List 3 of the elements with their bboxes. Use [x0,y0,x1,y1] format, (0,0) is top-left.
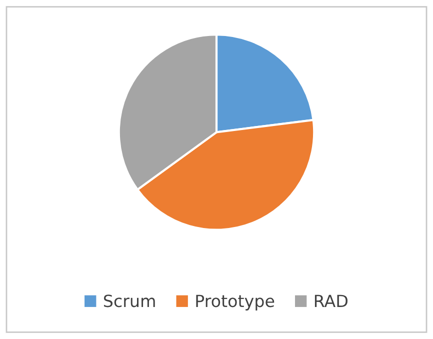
legend-label: Prototype [196,294,274,310]
legend-label: RAD [314,294,348,307]
legend-label: Scrum [104,294,155,308]
